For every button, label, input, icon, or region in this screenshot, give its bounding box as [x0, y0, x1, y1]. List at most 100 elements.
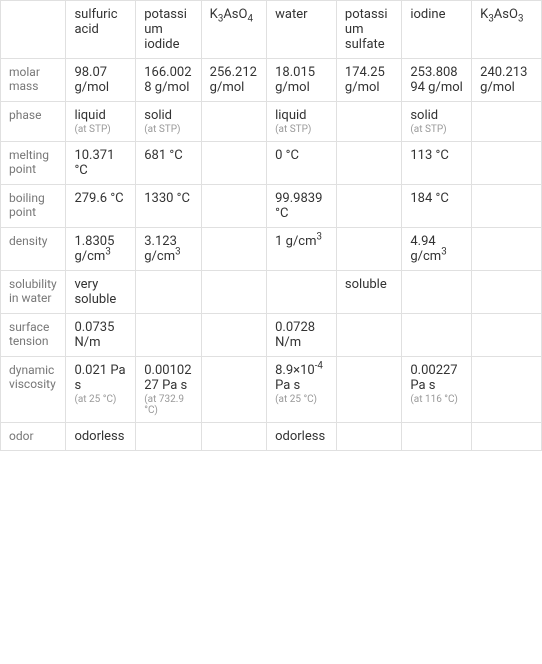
table-cell: liquid(at STP) [66, 102, 136, 142]
cell-value: 3.123 g/cm [144, 234, 177, 264]
cell-value: 174.25 g/mol [345, 65, 385, 95]
row-label: solubility in water [1, 271, 66, 314]
table-cell: 113 °C [402, 142, 472, 185]
table-cell: odorless [66, 423, 136, 451]
cell-value: soluble [345, 277, 387, 292]
cell-subtext: (at 732.9 °C) [144, 394, 192, 416]
table-cell: 4.94 g/cm3 [402, 228, 472, 271]
cell-value: very soluble [74, 277, 116, 307]
row-label: phase [1, 102, 66, 142]
table-cell: 1 g/cm3 [267, 228, 337, 271]
table-cell: 8.9×10-4 Pa s(at 25 °C) [267, 357, 337, 423]
cell-value: 256.212 g/mol [210, 65, 257, 95]
table-cell: 166.0028 g/mol [136, 59, 201, 102]
cell-value: 253.80894 g/mol [410, 65, 462, 95]
table-cell [472, 185, 542, 228]
cell-value: 1 g/cm [275, 234, 316, 249]
row-label: dynamic viscosity [1, 357, 66, 423]
table-cell: 253.80894 g/mol [402, 59, 472, 102]
table-cell [201, 102, 266, 142]
cell-value: 0 °C [275, 148, 299, 163]
table-cell [472, 228, 542, 271]
cell-subtext: (at STP) [410, 124, 463, 135]
cell-subtext: (at 116 °C) [410, 394, 463, 405]
cell-superscript: 3 [441, 247, 446, 258]
header-blank [1, 1, 66, 59]
cell-value: 98.07 g/mol [74, 65, 109, 95]
row-label: density [1, 228, 66, 271]
table-cell: 1330 °C [136, 185, 201, 228]
table-cell: 1.8305 g/cm3 [66, 228, 136, 271]
table-cell: 279.6 °C [66, 185, 136, 228]
cell-value: 0.0728 N/m [275, 320, 315, 350]
row-label: melting point [1, 142, 66, 185]
table-cell: solid(at STP) [402, 102, 472, 142]
cell-subtext: (at 25 °C) [74, 394, 127, 405]
row-label: molar mass [1, 59, 66, 102]
table-cell: 0.0735 N/m [66, 314, 136, 357]
header-k3aso4: K3AsO4 [201, 1, 266, 59]
cell-value: 681 °C [144, 148, 182, 163]
table-cell [472, 102, 542, 142]
cell-value: 99.9839 °C [275, 191, 322, 221]
table-cell [472, 271, 542, 314]
header-k3aso3: K3AsO3 [472, 1, 542, 59]
table-cell [336, 102, 401, 142]
row-label: odor [1, 423, 66, 451]
cell-value: 4.94 g/cm [410, 234, 441, 264]
table-row: boiling point279.6 °C1330 °C 99.9839 °C 18… [1, 185, 542, 228]
table-row: solubility in water very soluble soluble [1, 271, 542, 314]
table-cell [201, 423, 266, 451]
table-cell [336, 185, 401, 228]
cell-subtext: (at STP) [144, 124, 192, 135]
row-label: surface tension [1, 314, 66, 357]
cell-subtext: (at STP) [275, 124, 328, 135]
cell-value: liquid [74, 108, 105, 123]
table-cell [472, 314, 542, 357]
table-row: melting point 10.371 °C 681 °C 0 °C 113 °C [1, 142, 542, 185]
header-water: water [267, 1, 337, 59]
table-cell: 3.123 g/cm3 [136, 228, 201, 271]
table-cell [201, 228, 266, 271]
cell-subtext: (at 25 °C) [275, 394, 328, 405]
table-body: molar mass 98.07 g/mol 166.0028 g/mol 256.2… [1, 59, 542, 451]
cell-value: 0.00227 Pa s [410, 363, 457, 393]
table-cell [201, 142, 266, 185]
table-cell [402, 423, 472, 451]
table-cell [201, 314, 266, 357]
header-sulfuric-acid: sulfuric acid [66, 1, 136, 59]
table-cell: 681 °C [136, 142, 201, 185]
cell-superscript: 3 [175, 247, 180, 258]
table-cell: 0 °C [267, 142, 337, 185]
table-cell: solid(at STP) [136, 102, 201, 142]
table-cell [336, 142, 401, 185]
table-cell [201, 357, 266, 423]
cell-superscript: 3 [105, 247, 110, 258]
row-label: boiling point [1, 185, 66, 228]
table-cell: 99.9839 °C [267, 185, 337, 228]
cell-value: solid [144, 108, 172, 123]
cell-value: 184 °C [410, 191, 448, 206]
cell-value: 0.0010227 Pa s [144, 363, 191, 393]
table-cell: soluble [336, 271, 401, 314]
cell-value: liquid [275, 108, 306, 123]
table-cell [472, 423, 542, 451]
cell-value: 10.371 °C [74, 148, 114, 178]
table-cell [136, 314, 201, 357]
table-cell [472, 357, 542, 423]
header-potassium-sulfate: potassium sulfate [336, 1, 401, 59]
header-row: sulfuric acid potassium iodide K3AsO4 wa… [1, 1, 542, 59]
cell-value: 166.0028 g/mol [144, 65, 191, 95]
cell-superscript: 3 [317, 232, 322, 243]
header-iodine: iodine [402, 1, 472, 59]
table-cell [336, 357, 401, 423]
table-cell: liquid(at STP) [267, 102, 337, 142]
cell-value: solid [410, 108, 438, 123]
properties-table: sulfuric acid potassium iodide K3AsO4 wa… [0, 0, 542, 451]
table-cell: 240.213 g/mol [472, 59, 542, 102]
table-cell [267, 271, 337, 314]
cell-value: 240.213 g/mol [480, 65, 527, 95]
table-row: phaseliquid(at STP)solid(at STP)liquid(a… [1, 102, 542, 142]
table-cell [472, 142, 542, 185]
table-cell: 256.212 g/mol [201, 59, 266, 102]
